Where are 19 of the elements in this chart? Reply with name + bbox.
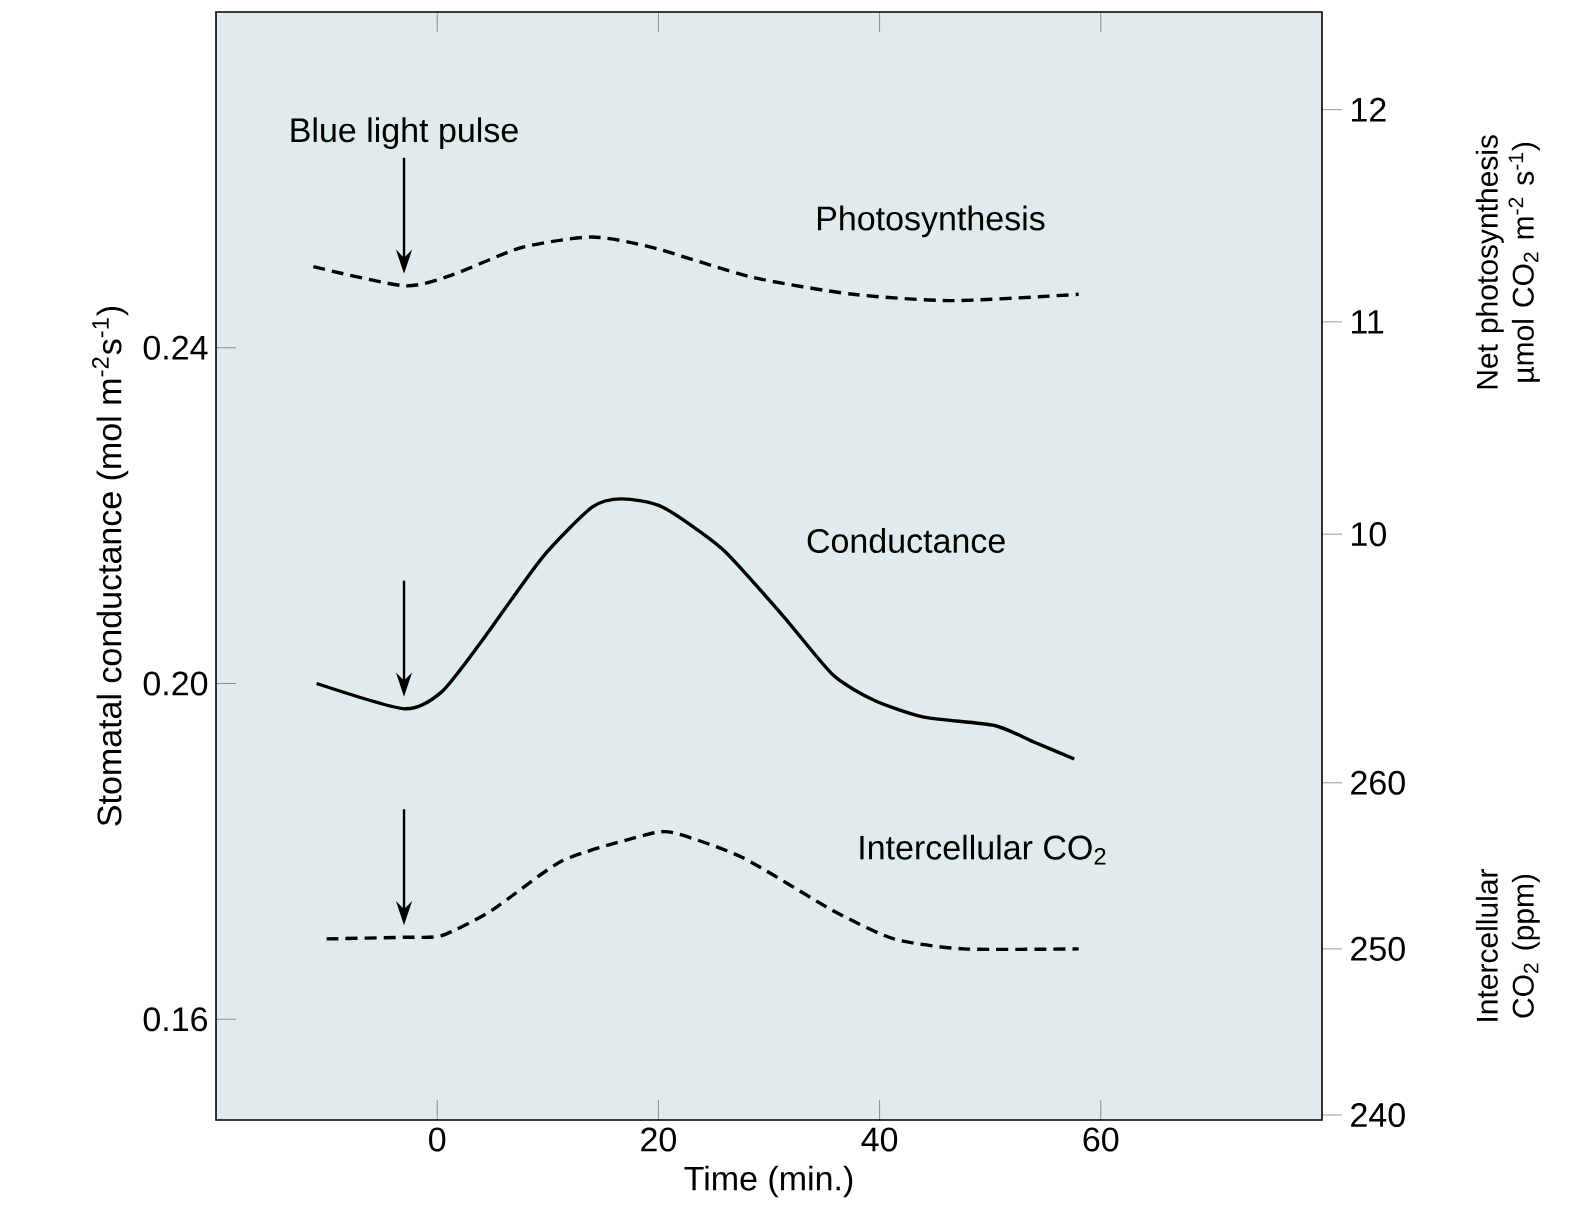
y3-tick-label: 240 [1351, 1102, 1405, 1128]
series-label: Conductance [807, 528, 1005, 554]
y-tick-label: 0.20 [143, 671, 208, 696]
series-label: Photosynthesis [817, 205, 1045, 238]
y-axis-title: Stomatal conductance (mol m$^{-2}$s$^{-1}$) [92, 306, 129, 826]
y3-tick-label: 260 [1351, 770, 1405, 795]
series-label: Intercellular CO$_{2}$ [860, 834, 1106, 865]
y2-tick-label: 10 [1352, 522, 1386, 547]
y3-tick-label: 250 [1351, 936, 1405, 961]
x-tick-label: 40 [861, 1127, 898, 1152]
y2-tick-label: 12 [1352, 97, 1386, 122]
x-tick-label: 60 [1083, 1127, 1119, 1152]
y-tick-label: 0.16 [143, 1007, 208, 1032]
y-tick-label: 0.24 [143, 335, 208, 360]
x-axis-title: Time (min.) [684, 1165, 853, 1198]
y2-tick-label: 11 [1352, 310, 1384, 334]
x-tick-label: 20 [641, 1127, 676, 1152]
annotation: Blue light pulse [291, 117, 518, 150]
x-tick-label: 0 [429, 1127, 446, 1152]
